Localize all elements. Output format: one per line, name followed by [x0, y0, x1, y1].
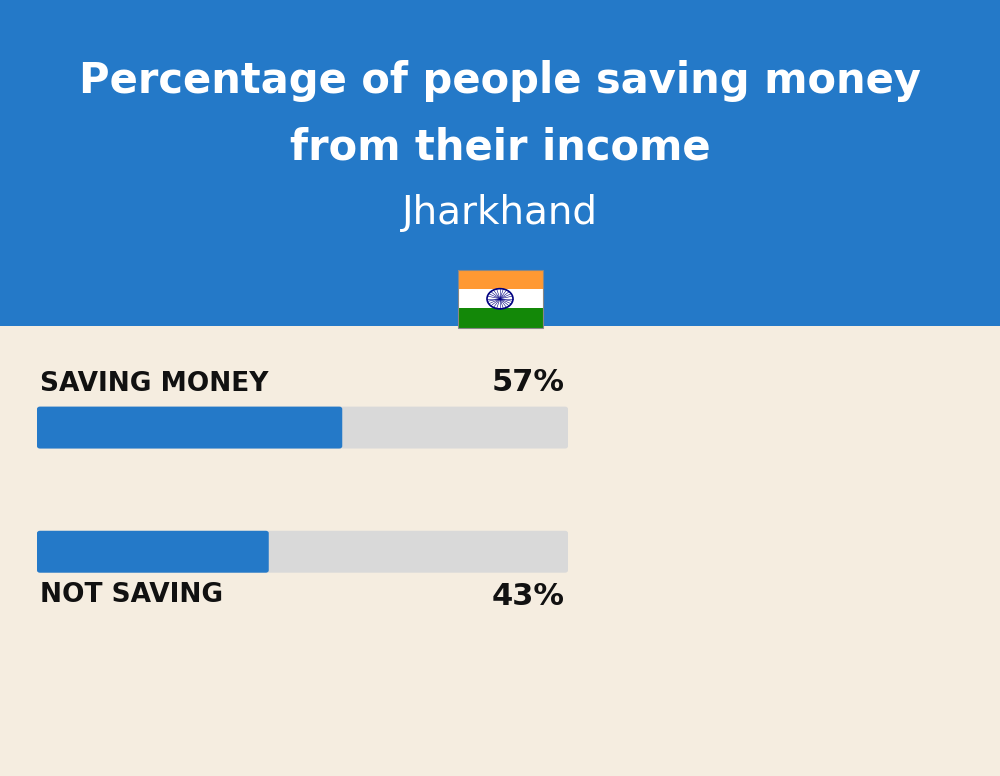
Bar	[0, 0, 1000, 326]
Text: Jharkhand: Jharkhand	[402, 195, 598, 232]
FancyBboxPatch shape	[37, 531, 269, 573]
Text: 57%: 57%	[492, 369, 565, 397]
Text: NOT SAVING: NOT SAVING	[40, 582, 223, 608]
FancyBboxPatch shape	[37, 531, 568, 573]
Text: SAVING MONEY: SAVING MONEY	[40, 371, 268, 397]
FancyBboxPatch shape	[37, 407, 568, 449]
Ellipse shape	[0, 0, 1000, 314]
Text: Percentage of people saving money: Percentage of people saving money	[79, 61, 921, 102]
Text: from their income: from their income	[290, 126, 710, 168]
FancyBboxPatch shape	[37, 407, 342, 449]
Bar	[458, 308, 542, 327]
Bar	[458, 269, 542, 289]
Bar	[458, 270, 542, 327]
Bar	[458, 289, 542, 308]
Text: 43%: 43%	[492, 582, 565, 611]
